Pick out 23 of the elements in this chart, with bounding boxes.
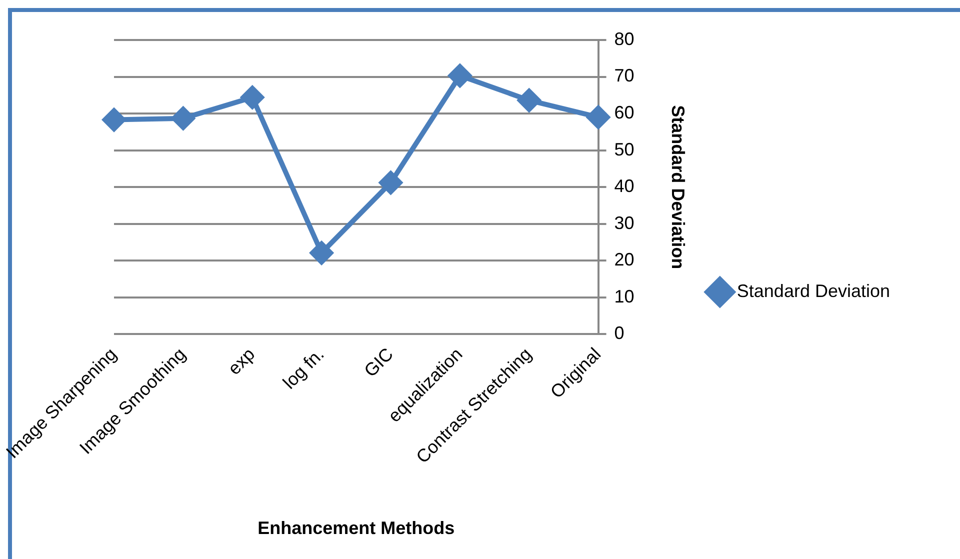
point [448,64,472,88]
y-tick-label: 70 [614,66,634,86]
point [172,106,195,130]
point [586,106,610,129]
y-tick-label: 80 [614,28,634,49]
point [518,88,541,112]
y-tick-label: 20 [614,250,634,270]
x-tick-label: GIC [360,344,398,381]
x-axis-title: Enhancement Methods [258,518,455,538]
y-tick-label: 30 [614,212,634,233]
y-tick-label: 40 [614,176,634,196]
point [379,171,402,194]
y-tick-label: 60 [614,102,634,123]
y-axis-title: Standard Deviation [668,105,688,270]
y-tick-label: 50 [614,139,634,160]
y-tick-label: 10 [614,286,634,306]
x-tick-label: log fn. [279,344,328,393]
point [310,241,334,264]
point [240,86,264,109]
x-tick-label: exp [224,344,259,379]
legend-label: Standard Deviation [736,280,890,301]
point [102,108,126,132]
y-tick-label: 0 [614,323,624,344]
